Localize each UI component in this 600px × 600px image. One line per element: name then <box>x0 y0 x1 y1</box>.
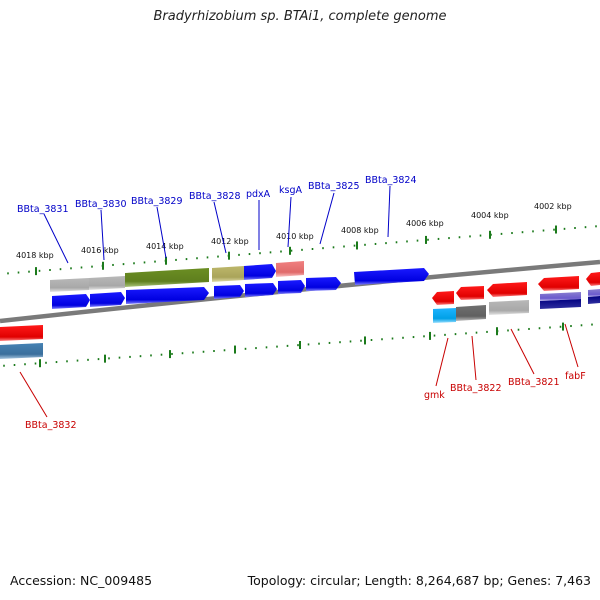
gene-leader-line <box>156 206 167 259</box>
gene-label[interactable]: BBta_3825 <box>308 181 360 192</box>
gene-leader-line <box>100 209 105 261</box>
gene-bar-BBta_3830[interactable] <box>89 276 125 290</box>
reverse-strand-left <box>0 325 43 359</box>
gene-arrow-BBta_3821[interactable] <box>487 282 527 297</box>
forward-strand-row-2 <box>52 277 341 309</box>
gene-arrow-BBta_3822[interactable] <box>456 286 484 300</box>
gene-arrow-BBta_3830[interactable] <box>90 292 125 307</box>
gene-arrow-BBta_3828[interactable] <box>214 285 244 299</box>
gene-bar-BBta_3831[interactable] <box>50 278 89 292</box>
gene-leader-line <box>287 196 292 248</box>
gene-label[interactable]: BBta_3821 <box>508 377 560 388</box>
gene-labels: BBta_3831 BBta_3830 BBta_3829 BBta_3828 pdxA… <box>17 175 586 431</box>
gene-bar-BBta_3821[interactable] <box>489 300 529 315</box>
gene-arrow-pdxA[interactable] <box>244 264 276 280</box>
gene-label[interactable]: BBta_3824 <box>365 175 417 186</box>
gene-bar-edge-2[interactable] <box>588 296 600 304</box>
gene-leader-line <box>387 185 391 238</box>
forward-strand-row-1 <box>50 261 429 292</box>
gene-bar-fabF[interactable] <box>540 292 581 301</box>
gene-arrow-BBta_3832[interactable] <box>0 325 43 341</box>
scale-label: 4012 kbp <box>211 237 249 246</box>
gene-leader-line <box>564 323 579 368</box>
gene-bar-BBta_3829[interactable] <box>125 268 209 287</box>
gene-arrow-pdxA-2[interactable] <box>245 283 277 297</box>
gene-arrow-gmk[interactable] <box>432 291 454 305</box>
gene-label[interactable]: fabF <box>565 371 586 382</box>
gene-bar-edge-1[interactable] <box>588 289 600 297</box>
scale-label: 4006 kbp <box>406 219 444 228</box>
scale-label: 4016 kbp <box>81 246 119 255</box>
reverse-strand-row-1 <box>432 272 600 305</box>
scale-label: 4014 kbp <box>146 242 184 251</box>
inner-tick-track <box>3 322 593 368</box>
gene-label[interactable]: BBta_3829 <box>131 196 183 207</box>
gene-label[interactable]: BBta_3831 <box>17 204 69 215</box>
gene-arrow-fabF[interactable] <box>538 276 579 291</box>
gene-bar-ksgA[interactable] <box>276 261 304 277</box>
gene-leader-line <box>435 337 449 387</box>
gene-bar-BBta_3822[interactable] <box>456 305 486 321</box>
reverse-strand-row-2 <box>433 289 600 323</box>
gene-leader-line <box>319 192 335 245</box>
genome-title: Bradyrhizobium sp. BTAi1, complete genom… <box>153 9 447 24</box>
gene-bar-BBta_3832[interactable] <box>0 343 43 359</box>
accession-text: Accession: NC_009485 <box>10 573 153 588</box>
scale-label: 4018 kbp <box>16 251 54 260</box>
gene-label[interactable]: BBta_3832 <box>25 420 77 431</box>
gene-label[interactable]: BBta_3828 <box>189 191 241 202</box>
topology-text: Topology: circular; Length: 8,264,687 bp… <box>247 573 591 588</box>
gene-arrow-edge[interactable] <box>586 272 600 286</box>
gene-leader-line <box>510 328 535 375</box>
gene-arrow-BBta_3825[interactable] <box>306 277 341 291</box>
scale-label: 4002 kbp <box>534 202 572 211</box>
gene-arrow-ksgA[interactable] <box>278 280 305 294</box>
gene-arrow-BBta_3831[interactable] <box>52 294 90 309</box>
gene-leader-line <box>43 213 69 264</box>
gene-arrow-BBta_3824[interactable] <box>354 268 429 285</box>
scale-label: 4010 kbp <box>276 232 314 241</box>
outer-tick-track <box>7 225 597 276</box>
gene-bar-gmk[interactable] <box>433 308 456 323</box>
gene-bar-fabF-2[interactable] <box>540 299 581 309</box>
gene-leader-line <box>471 335 477 381</box>
scale-label: 4008 kbp <box>341 226 379 235</box>
gene-leader-line <box>19 371 48 418</box>
gene-label[interactable]: BBta_3830 <box>75 199 127 210</box>
gene-bar-BBta_3828[interactable] <box>212 266 244 282</box>
gene-label[interactable]: gmk <box>424 390 445 401</box>
scale-labels: 4018 kbp 4016 kbp 4014 kbp 4012 kbp 4010 kbp… <box>16 202 572 260</box>
gene-arrow-BBta_3829[interactable] <box>126 287 209 304</box>
gene-label[interactable]: pdxA <box>246 189 271 200</box>
gene-label[interactable]: ksgA <box>279 185 302 196</box>
gene-label[interactable]: BBta_3822 <box>450 383 502 394</box>
gene-leader-line <box>213 201 227 254</box>
scale-label: 4004 kbp <box>471 211 509 220</box>
